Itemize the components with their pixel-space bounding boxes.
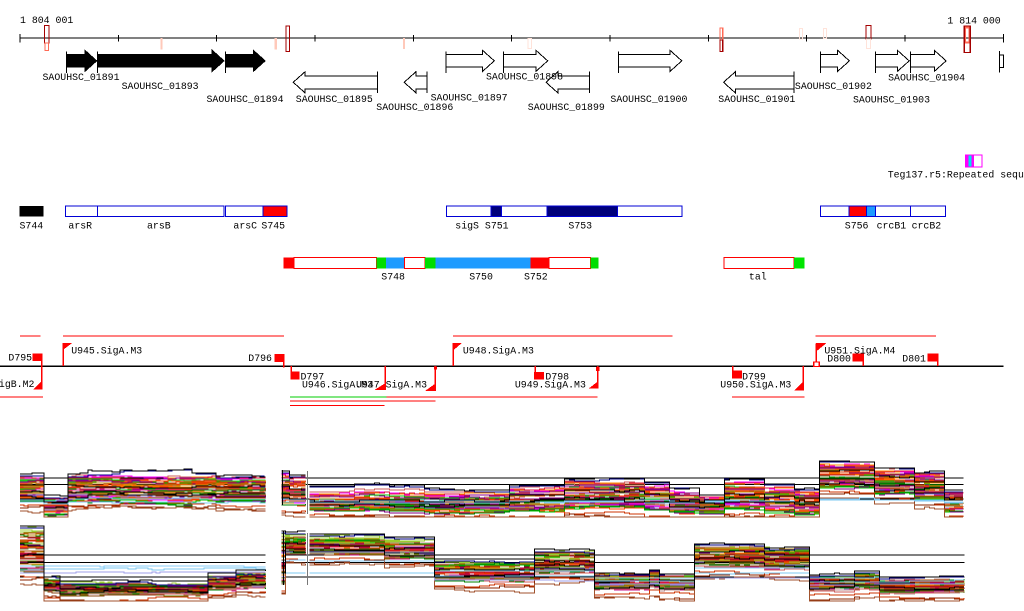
svg-text:SAOUHSC_01895: SAOUHSC_01895 xyxy=(296,94,373,106)
svg-text:Teg137.r5:Repeated sequ: Teg137.r5:Repeated sequ xyxy=(888,169,1024,181)
svg-text:D801: D801 xyxy=(902,353,926,365)
svg-text:D795: D795 xyxy=(8,353,32,365)
svg-text:SAOUHSC_01891: SAOUHSC_01891 xyxy=(43,72,120,84)
svg-text:S753: S753 xyxy=(568,221,592,233)
svg-text:U948.SigA.M3: U948.SigA.M3 xyxy=(463,346,534,358)
svg-text:U949.SigA.M3: U949.SigA.M3 xyxy=(515,379,586,391)
svg-text:crcB1: crcB1 xyxy=(877,221,907,233)
svg-text:SAOUHSC_01893: SAOUHSC_01893 xyxy=(122,81,199,93)
svg-text:SAOUHSC_01898: SAOUHSC_01898 xyxy=(486,71,563,83)
svg-text:arsC: arsC xyxy=(233,221,257,233)
svg-text:U950.SigA.M3: U950.SigA.M3 xyxy=(720,379,791,391)
svg-text:tal: tal xyxy=(749,272,767,284)
svg-text:D796: D796 xyxy=(248,353,272,365)
svg-text:S750: S750 xyxy=(469,272,493,284)
svg-text:1 804 001: 1 804 001 xyxy=(20,15,73,27)
svg-text:SAOUHSC_01902: SAOUHSC_01902 xyxy=(795,81,872,93)
svg-text:D800: D800 xyxy=(827,353,851,365)
svg-text:SAOUHSC_01904: SAOUHSC_01904 xyxy=(888,73,965,85)
svg-text:U945.SigA.M3: U945.SigA.M3 xyxy=(71,346,142,358)
svg-text:arsB: arsB xyxy=(147,221,171,233)
svg-text:S752: S752 xyxy=(524,272,548,284)
svg-text:S744: S744 xyxy=(20,221,44,233)
svg-text:arsR: arsR xyxy=(68,221,92,233)
svg-text:SAOUHSC_01900: SAOUHSC_01900 xyxy=(610,94,687,106)
svg-text:D799: D799 xyxy=(742,371,766,383)
svg-text:U946.SigA.M3: U946.SigA.M3 xyxy=(302,379,373,391)
svg-text:U951.SigA.M4: U951.SigA.M4 xyxy=(824,345,895,357)
svg-text:SAOUHSC_01899: SAOUHSC_01899 xyxy=(528,102,605,114)
svg-text:SAOUHSC_01903: SAOUHSC_01903 xyxy=(853,95,930,107)
svg-text:SigB.M2: SigB.M2 xyxy=(0,379,34,391)
svg-text:1 814 000: 1 814 000 xyxy=(947,16,1000,28)
svg-text:SAOUHSC_01897: SAOUHSC_01897 xyxy=(431,92,508,104)
svg-text:SAOUHSC_01901: SAOUHSC_01901 xyxy=(718,94,795,106)
svg-text:U947.SigA.M3: U947.SigA.M3 xyxy=(356,379,427,391)
svg-text:S745: S745 xyxy=(261,221,285,233)
svg-text:sigS S751: sigS S751 xyxy=(455,221,508,233)
svg-text:D798: D798 xyxy=(545,372,569,384)
svg-text:SAOUHSC_01894: SAOUHSC_01894 xyxy=(207,94,284,106)
svg-text:SAOUHSC_01896: SAOUHSC_01896 xyxy=(376,102,453,114)
svg-text:S756: S756 xyxy=(845,221,869,233)
svg-text:D797: D797 xyxy=(301,371,325,383)
svg-text:crcB2: crcB2 xyxy=(912,221,942,233)
svg-text:S748: S748 xyxy=(381,272,405,284)
